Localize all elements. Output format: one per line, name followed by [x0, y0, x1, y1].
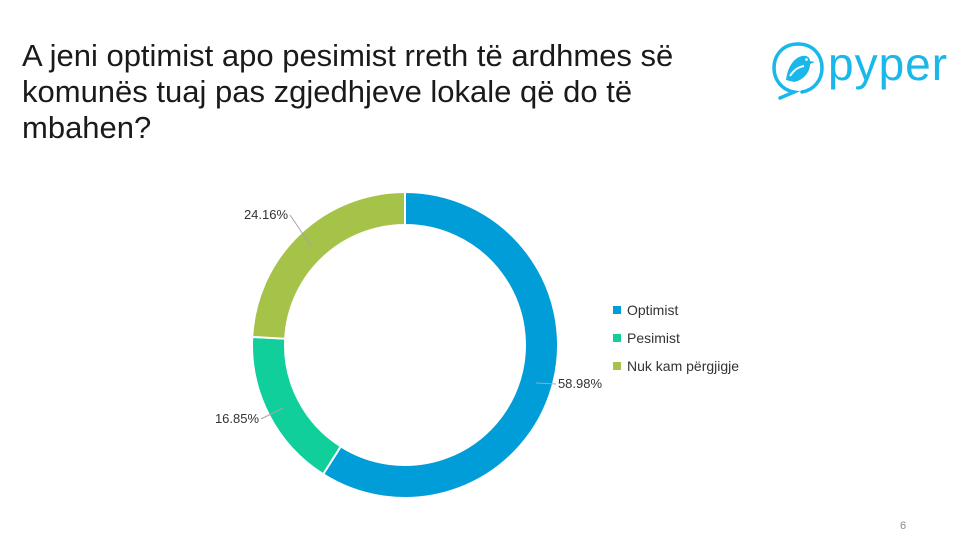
slice-nuk-kam-pergjigje — [251, 190, 406, 340]
data-label-nuk-kam-pergjigje: 24.16% — [244, 207, 289, 222]
legend-swatch — [613, 306, 621, 314]
legend-item-optimist: Optimist — [613, 296, 739, 324]
leader-line-optimist — [536, 382, 557, 385]
bird-icon — [772, 42, 824, 100]
pyper-logo: pyper — [768, 36, 958, 100]
logo-text: pyper — [828, 38, 949, 90]
data-label-optimist: 58.98% — [558, 376, 603, 391]
legend-swatch — [613, 362, 621, 370]
legend-item-pesimist: Pesimist — [613, 324, 739, 352]
page-number: 6 — [900, 520, 907, 532]
legend-label: Nuk kam përgjigje — [627, 358, 740, 374]
data-label-pesimist: 16.85% — [215, 411, 260, 426]
slide-title: A jeni optimist apo pesimist rreth të ar… — [22, 38, 674, 145]
chart-legend: Optimist Pesimist Nuk kam përgjigje — [613, 296, 739, 380]
legend-label: Optimist — [627, 302, 679, 318]
legend-label: Pesimist — [627, 330, 680, 346]
legend-swatch — [613, 334, 621, 342]
slice-optimist — [321, 190, 559, 499]
leader-line-pesimist — [260, 407, 284, 420]
leader-line-nuk-kam-pergjigje — [289, 214, 312, 247]
legend-item-nuk-kam-pergjigje: Nuk kam përgjigje — [613, 352, 739, 380]
slice-pesimist — [251, 335, 343, 476]
